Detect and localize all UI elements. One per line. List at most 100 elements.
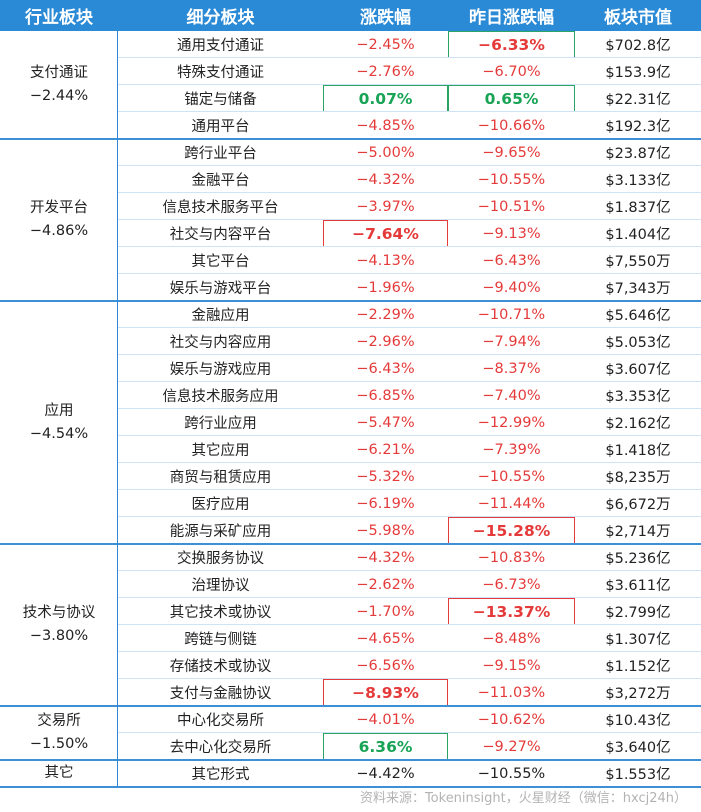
sub-sector-cell: 其它应用 [191, 443, 250, 459]
row-divider [118, 678, 701, 679]
market-cap-cell: $5.053亿 [605, 335, 671, 351]
change-cell: −6.56% [356, 657, 415, 674]
market-cap-cell: $3.133亿 [605, 173, 671, 189]
prev-change-cell: −7.40% [482, 387, 541, 404]
market-cap-cell: $22.31亿 [605, 92, 671, 108]
row-divider [118, 516, 701, 517]
row-divider [118, 408, 701, 409]
change-cell: −4.32% [356, 171, 415, 188]
change-cell: −7.64% [323, 220, 448, 247]
prev-change-cell: −10.55% [477, 171, 546, 188]
industry-name: 交易所 [37, 713, 81, 729]
change-cell: −4.85% [356, 117, 415, 134]
row-divider [118, 111, 701, 112]
prev-change-cell: −7.39% [482, 441, 541, 458]
header-change: 涨跌幅 [323, 0, 448, 31]
sub-sector-cell: 通用平台 [191, 119, 250, 135]
header-prev-change: 昨日涨跌幅 [448, 0, 575, 31]
sub-sector-cell: 医疗应用 [191, 497, 250, 513]
change-cell: −6.21% [356, 441, 415, 458]
prev-change-cell: −6.43% [482, 252, 541, 269]
sub-sector-cell: 跨行业平台 [184, 146, 257, 162]
prev-change-cell: −10.71% [477, 306, 546, 323]
market-cap-cell: $1.307亿 [605, 632, 671, 648]
change-cell: −4.65% [356, 630, 415, 647]
market-cap-cell: $2.162亿 [605, 416, 671, 432]
group-divider [0, 138, 701, 140]
sub-sector-cell: 跨链与侧链 [184, 632, 257, 648]
industry-change: −3.80% [29, 628, 89, 644]
sub-sector-cell: 金融平台 [191, 173, 250, 189]
row-divider [118, 354, 701, 355]
market-cap-cell: $1.404亿 [605, 227, 671, 243]
market-cap-cell: $8,235万 [605, 470, 671, 486]
change-cell: −2.29% [356, 306, 415, 323]
sub-sector-cell: 交换服务协议 [177, 551, 264, 567]
prev-change-cell: −9.13% [482, 225, 541, 242]
header-sub-sector: 细分板块 [118, 0, 323, 31]
sub-sector-cell: 存储技术或协议 [169, 659, 272, 675]
market-cap-cell: $3.611亿 [605, 578, 671, 594]
change-cell: 6.36% [323, 733, 448, 760]
industry-group-cell: 交易所 −1.50% [0, 706, 118, 760]
sub-sector-cell: 治理协议 [191, 578, 250, 594]
sub-sector-cell: 支付与金融协议 [169, 686, 272, 702]
industry-group-cell: 技术与协议 −3.80% [0, 544, 118, 706]
row-divider [118, 435, 701, 436]
group-divider [0, 759, 701, 761]
row-divider [118, 165, 701, 166]
industry-name: 其它 [44, 765, 74, 781]
header-industry-sector: 行业板块 [0, 0, 118, 31]
change-cell: −6.43% [356, 360, 415, 377]
market-cap-cell: $1.418亿 [605, 443, 671, 459]
market-cap-cell: $702.8亿 [605, 38, 671, 54]
change-cell: −2.62% [356, 576, 415, 593]
market-cap-cell: $1.152亿 [605, 659, 671, 675]
prev-change-cell: −10.66% [477, 117, 546, 134]
prev-change-cell: −6.73% [482, 576, 541, 593]
row-divider [118, 489, 701, 490]
row-divider [118, 273, 701, 274]
change-cell: −6.85% [356, 387, 415, 404]
change-cell: −8.93% [323, 679, 448, 706]
industry-group-cell: 支付通证 −2.44% [0, 31, 118, 139]
sub-sector-cell: 跨行业应用 [184, 416, 257, 432]
industry-group-cell: 应用 −4.54% [0, 301, 118, 544]
change-cell: −1.96% [356, 279, 415, 296]
prev-change-cell: −10.55% [477, 765, 546, 782]
prev-change-cell: −10.62% [477, 711, 546, 728]
prev-change-cell: −9.65% [482, 144, 541, 161]
row-divider [118, 192, 701, 193]
sub-sector-cell: 其它平台 [191, 254, 250, 270]
market-cap-cell: $5.646亿 [605, 308, 671, 324]
market-cap-cell: $1.553亿 [605, 767, 671, 783]
prev-change-cell: −9.40% [482, 279, 541, 296]
industry-change: −2.44% [29, 88, 89, 104]
sub-sector-cell: 特殊支付通证 [177, 65, 264, 81]
prev-change-cell: −10.55% [477, 468, 546, 485]
group-divider [0, 300, 701, 302]
sub-sector-cell: 社交与内容平台 [169, 227, 272, 243]
change-cell: −4.01% [356, 711, 415, 728]
sub-sector-cell: 去中心化交易所 [169, 740, 272, 756]
prev-change-cell: −6.70% [482, 63, 541, 80]
row-divider [118, 462, 701, 463]
market-cap-cell: $5.236亿 [605, 551, 671, 567]
market-cap-cell: $7,550万 [605, 254, 671, 270]
market-cap-cell: $3.640亿 [605, 740, 671, 756]
market-cap-cell: $7,343万 [605, 281, 671, 297]
column-divider [117, 31, 118, 787]
change-cell: −2.45% [356, 36, 415, 53]
sub-sector-cell: 其它形式 [191, 767, 250, 783]
industry-change: −4.86% [29, 223, 89, 239]
row-divider [118, 624, 701, 625]
change-cell: −6.19% [356, 495, 415, 512]
prev-change-cell: 0.65% [448, 85, 575, 112]
prev-change-cell: −7.94% [482, 333, 541, 350]
market-cap-cell: $23.87亿 [605, 146, 671, 162]
row-divider [118, 732, 701, 733]
sub-sector-cell: 锚定与储备 [184, 92, 257, 108]
prev-change-cell: −15.28% [448, 517, 575, 544]
industry-change: −1.50% [29, 736, 89, 752]
